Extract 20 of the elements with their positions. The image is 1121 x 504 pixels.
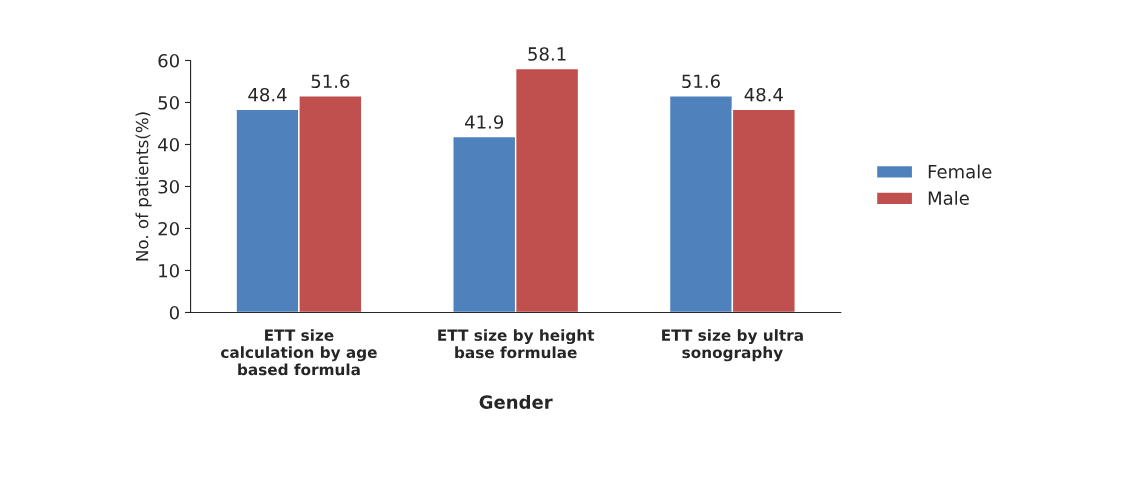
data-label: 41.9 bbox=[465, 115, 504, 129]
x-tick-label: ETT size calculation by age based formula bbox=[221, 329, 377, 376]
data-label: 51.6 bbox=[311, 74, 350, 89]
x-tick-label: ETT size by ultra sonography bbox=[662, 329, 803, 362]
data-label: 48.4 bbox=[744, 87, 783, 102]
y-tick-label: 40 bbox=[158, 137, 179, 152]
y-tick-label: 50 bbox=[158, 95, 179, 110]
y-tick-label: 10 bbox=[159, 263, 179, 278]
x-tick-label: ETT size by height base formulae bbox=[438, 329, 595, 359]
data-label: 58.1 bbox=[528, 47, 566, 61]
y-tick-label: 0 bbox=[169, 305, 179, 320]
y-axis-title: No. of patients(%) bbox=[135, 112, 152, 261]
data-label: 51.6 bbox=[682, 74, 720, 89]
y-tick-label: 60 bbox=[158, 53, 179, 68]
x-axis-title: Gender bbox=[479, 394, 553, 409]
data-label: 48.4 bbox=[248, 87, 287, 102]
legend-label: Male bbox=[928, 190, 969, 205]
y-tick-label: 30 bbox=[158, 179, 179, 194]
legend-label: Female bbox=[928, 164, 992, 179]
y-tick-label: 20 bbox=[158, 221, 179, 236]
